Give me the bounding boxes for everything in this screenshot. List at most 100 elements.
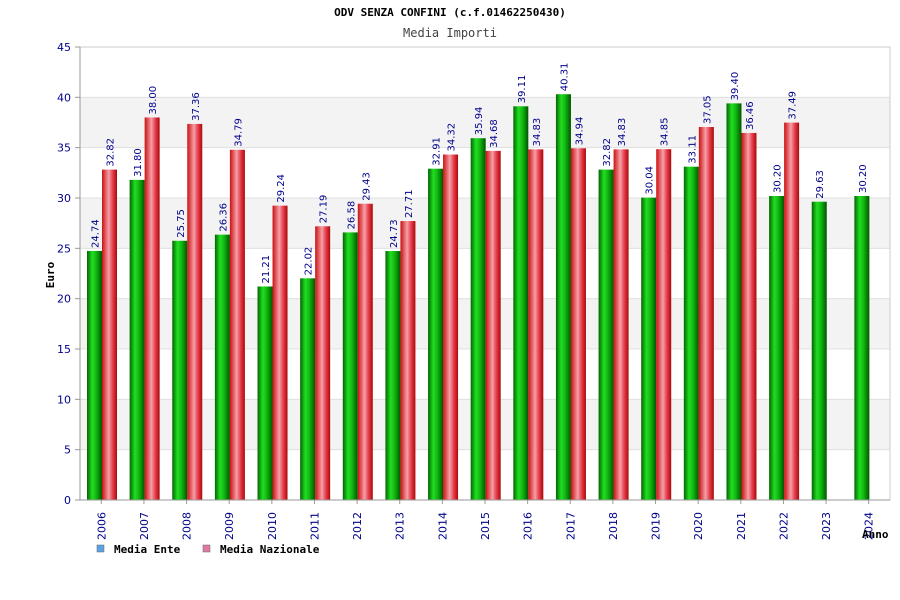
legend-swatch — [202, 544, 211, 553]
chart-subtitle: Media Importi — [403, 26, 497, 40]
bar-media-nazionale — [485, 150, 501, 500]
data-label: 27.71 — [404, 189, 415, 218]
data-label: 34.68 — [489, 119, 500, 148]
x-tick-label: 2016 — [522, 512, 535, 540]
data-label: 21.21 — [261, 255, 272, 284]
x-tick-label: 2015 — [479, 512, 492, 540]
y-tick-label: 0 — [64, 494, 71, 507]
bar-media-ente — [769, 195, 785, 500]
x-axis-label: Anno — [862, 528, 889, 541]
data-label: 37.49 — [788, 91, 799, 120]
bar-media-nazionale — [272, 205, 288, 500]
x-tick-label: 2012 — [351, 512, 364, 540]
data-label: 25.75 — [176, 209, 187, 238]
y-tick-label: 5 — [64, 444, 71, 457]
y-axis: 0 5 10 15 20 25 30 35 40 45 — [57, 41, 81, 507]
bar-media-ente — [428, 168, 444, 500]
data-label: 34.85 — [660, 118, 671, 147]
data-label: 33.11 — [687, 135, 698, 164]
bar-media-ente — [598, 169, 614, 500]
y-axis-label: Euro — [44, 261, 57, 288]
bar-media-ente — [214, 234, 230, 500]
bar-media-ente — [726, 103, 742, 500]
bar-media-ente — [641, 197, 657, 500]
data-label: 26.58 — [346, 201, 357, 230]
data-label: 30.20 — [858, 164, 869, 193]
bars: 24.74 32.82 31.80 38.00 25.75 37.36 26.36 34.79… — [87, 63, 870, 501]
y-tick-label: 45 — [57, 41, 71, 54]
x-tick-label: 2009 — [223, 512, 236, 540]
x-tick-label: 2010 — [266, 512, 279, 540]
data-label: 32.91 — [432, 137, 443, 166]
bar-media-ente — [385, 251, 401, 500]
y-tick-label: 35 — [57, 142, 71, 155]
data-label: 32.82 — [602, 138, 613, 167]
bar-media-nazionale — [570, 148, 586, 500]
bar-media-nazionale — [443, 154, 459, 500]
x-tick-label: 2024 — [863, 512, 876, 540]
grid-band — [80, 47, 890, 98]
data-label: 34.94 — [574, 117, 585, 146]
data-label: 32.82 — [106, 138, 117, 167]
bar-media-nazionale — [229, 149, 245, 500]
x-tick-label: 2023 — [820, 512, 833, 540]
data-label: 38.00 — [148, 86, 159, 115]
data-label: 34.79 — [233, 118, 244, 147]
bar-media-nazionale — [102, 169, 117, 500]
legend-swatch — [96, 544, 105, 553]
bar-media-ente — [172, 240, 188, 501]
bar-media-nazionale — [613, 149, 629, 501]
data-label: 22.02 — [304, 247, 315, 276]
data-label: 30.20 — [773, 164, 784, 193]
data-label: 37.36 — [191, 92, 202, 121]
bar-media-nazionale — [357, 203, 373, 500]
data-label: 34.32 — [447, 123, 458, 152]
data-label: 31.80 — [133, 148, 144, 177]
bar-media-nazionale — [741, 132, 757, 500]
bar-media-ente — [555, 94, 571, 500]
bar-media-ente — [683, 166, 699, 500]
chart-title: ODV SENZA CONFINI (c.f.01462250430) — [334, 6, 566, 19]
bar-media-ente — [257, 286, 273, 500]
data-label: 26.36 — [218, 203, 229, 232]
x-tick-label: 2007 — [138, 512, 151, 540]
legend-label: Media Ente — [114, 543, 181, 556]
x-tick-label: 2006 — [95, 512, 108, 540]
y-tick-label: 40 — [57, 91, 71, 104]
legend-label: Media Nazionale — [220, 543, 320, 556]
data-label: 39.11 — [517, 75, 528, 104]
data-label: 34.83 — [532, 118, 543, 147]
x-tick-label: 2019 — [650, 512, 663, 540]
bar-media-ente — [470, 138, 486, 501]
data-label: 27.19 — [319, 195, 330, 224]
y-tick-label: 30 — [57, 192, 71, 205]
data-label: 40.31 — [559, 63, 570, 92]
x-axis: 2006 2007 2008 2009 2010 2011 2012 2013 2014 2015… — [80, 499, 890, 540]
bar-media-ente — [342, 232, 358, 501]
x-tick-label: 2021 — [735, 512, 748, 540]
bar-media-ente — [811, 201, 827, 500]
y-tick-label: 25 — [57, 242, 71, 255]
legend: Media Ente Media Nazionale — [96, 543, 320, 556]
x-tick-label: 2022 — [777, 512, 790, 540]
data-label: 24.74 — [91, 219, 102, 248]
data-label: 36.46 — [745, 101, 756, 130]
bar-media-ente — [513, 106, 529, 500]
bar-media-nazionale — [315, 226, 331, 500]
bar-media-nazionale — [528, 149, 544, 501]
bar-media-nazionale — [698, 127, 714, 500]
bar-media-nazionale — [656, 149, 672, 500]
data-label: 30.04 — [645, 166, 656, 195]
x-tick-label: 2020 — [692, 512, 705, 540]
y-tick-label: 20 — [57, 293, 71, 306]
data-label: 29.43 — [361, 172, 372, 201]
data-label: 34.83 — [617, 118, 628, 147]
bar-media-nazionale — [187, 123, 203, 500]
bar-media-nazionale — [784, 122, 800, 500]
x-tick-label: 2013 — [394, 512, 407, 540]
data-label: 29.24 — [276, 174, 287, 203]
bar-media-ente — [300, 278, 316, 500]
data-label: 24.73 — [389, 219, 400, 248]
data-label: 35.94 — [474, 107, 485, 136]
